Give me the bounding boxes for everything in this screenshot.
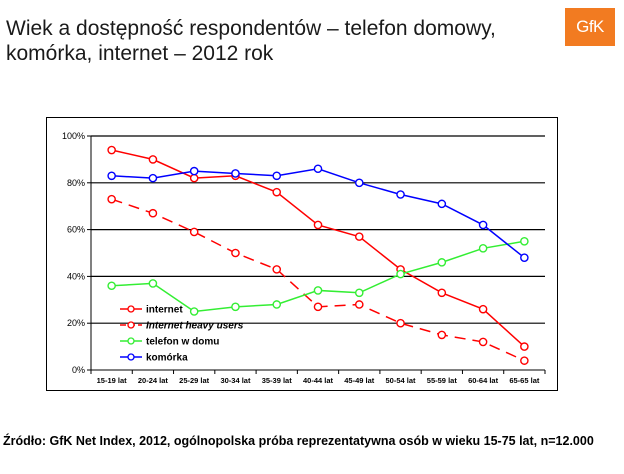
data-point bbox=[437, 258, 447, 267]
data-point bbox=[107, 281, 116, 291]
legend-marker bbox=[127, 305, 135, 313]
data-point bbox=[520, 356, 529, 365]
data-point bbox=[478, 244, 488, 253]
chart-frame bbox=[46, 117, 558, 391]
logo-text: GfK bbox=[576, 17, 604, 36]
data-point bbox=[478, 337, 488, 347]
legend-label: internet bbox=[146, 305, 183, 316]
data-point bbox=[313, 302, 323, 312]
series-line-3 bbox=[111, 167, 525, 259]
data-point bbox=[396, 318, 405, 328]
data-point bbox=[354, 288, 364, 298]
data-point bbox=[354, 300, 364, 309]
chart-title: Wiek a dostępność respondentów – telefon… bbox=[6, 17, 496, 65]
data-point bbox=[478, 304, 488, 314]
data-point bbox=[520, 342, 529, 351]
y-tick-label: 60% bbox=[67, 225, 85, 235]
data-point bbox=[189, 166, 199, 176]
y-tick-label: 100% bbox=[62, 131, 85, 141]
data-point bbox=[231, 169, 240, 178]
data-point bbox=[148, 173, 158, 183]
data-point bbox=[189, 227, 199, 237]
data-point bbox=[520, 236, 529, 246]
data-point bbox=[354, 178, 364, 188]
x-tick-label: 15-19 lat bbox=[97, 376, 128, 385]
data-point bbox=[189, 173, 199, 183]
x-tick-label: 50-54 lat bbox=[386, 376, 417, 385]
data-point bbox=[272, 265, 282, 274]
x-tick-label: 40-44 lat bbox=[303, 376, 334, 385]
data-point bbox=[313, 286, 323, 295]
x-tick-label: 55-59 lat bbox=[427, 376, 458, 385]
data-point bbox=[231, 248, 240, 258]
data-point bbox=[354, 232, 364, 241]
y-tick-label: 0% bbox=[72, 365, 85, 375]
data-point bbox=[313, 220, 323, 230]
data-point bbox=[272, 187, 282, 197]
data-point bbox=[437, 199, 447, 209]
data-point bbox=[107, 145, 116, 155]
source-note: Źródło: GfK Net Index, 2012, ogólnopolsk… bbox=[3, 434, 594, 448]
data-point bbox=[148, 279, 158, 288]
data-point bbox=[396, 190, 405, 199]
data-point bbox=[148, 155, 158, 164]
data-point bbox=[396, 269, 405, 279]
data-point bbox=[437, 288, 447, 298]
data-point bbox=[107, 194, 116, 204]
x-tick-label: 20-24 lat bbox=[138, 376, 169, 385]
x-tick-label: 35-39 lat bbox=[262, 376, 293, 385]
data-point bbox=[148, 208, 158, 218]
x-tick-label: 30-34 lat bbox=[220, 376, 251, 385]
legend-label: Internet heavy users bbox=[146, 321, 244, 332]
data-point bbox=[313, 164, 323, 174]
y-tick-label: 40% bbox=[67, 271, 85, 281]
y-tick-label: 20% bbox=[67, 318, 85, 328]
gfk-logo: GfK bbox=[565, 8, 615, 46]
x-tick-label: 60-64 lat bbox=[468, 376, 499, 385]
x-tick-label: 65-65 lat bbox=[509, 376, 540, 385]
data-point bbox=[231, 302, 240, 312]
y-tick-label: 80% bbox=[67, 178, 85, 188]
data-point bbox=[478, 220, 488, 230]
legend-marker bbox=[127, 353, 135, 361]
x-tick-label: 25-29 lat bbox=[179, 376, 210, 385]
data-point bbox=[272, 171, 282, 181]
legend-marker bbox=[127, 337, 135, 345]
series-line-0 bbox=[111, 149, 525, 348]
data-point bbox=[189, 307, 199, 316]
data-point bbox=[107, 171, 116, 181]
legend-label: telefon w domu bbox=[146, 337, 219, 348]
data-point bbox=[437, 330, 447, 340]
x-tick-label: 45-49 lat bbox=[344, 376, 375, 385]
data-point bbox=[520, 253, 529, 262]
legend-marker bbox=[127, 321, 135, 329]
legend-label: komórka bbox=[146, 353, 188, 364]
data-point bbox=[272, 300, 282, 309]
